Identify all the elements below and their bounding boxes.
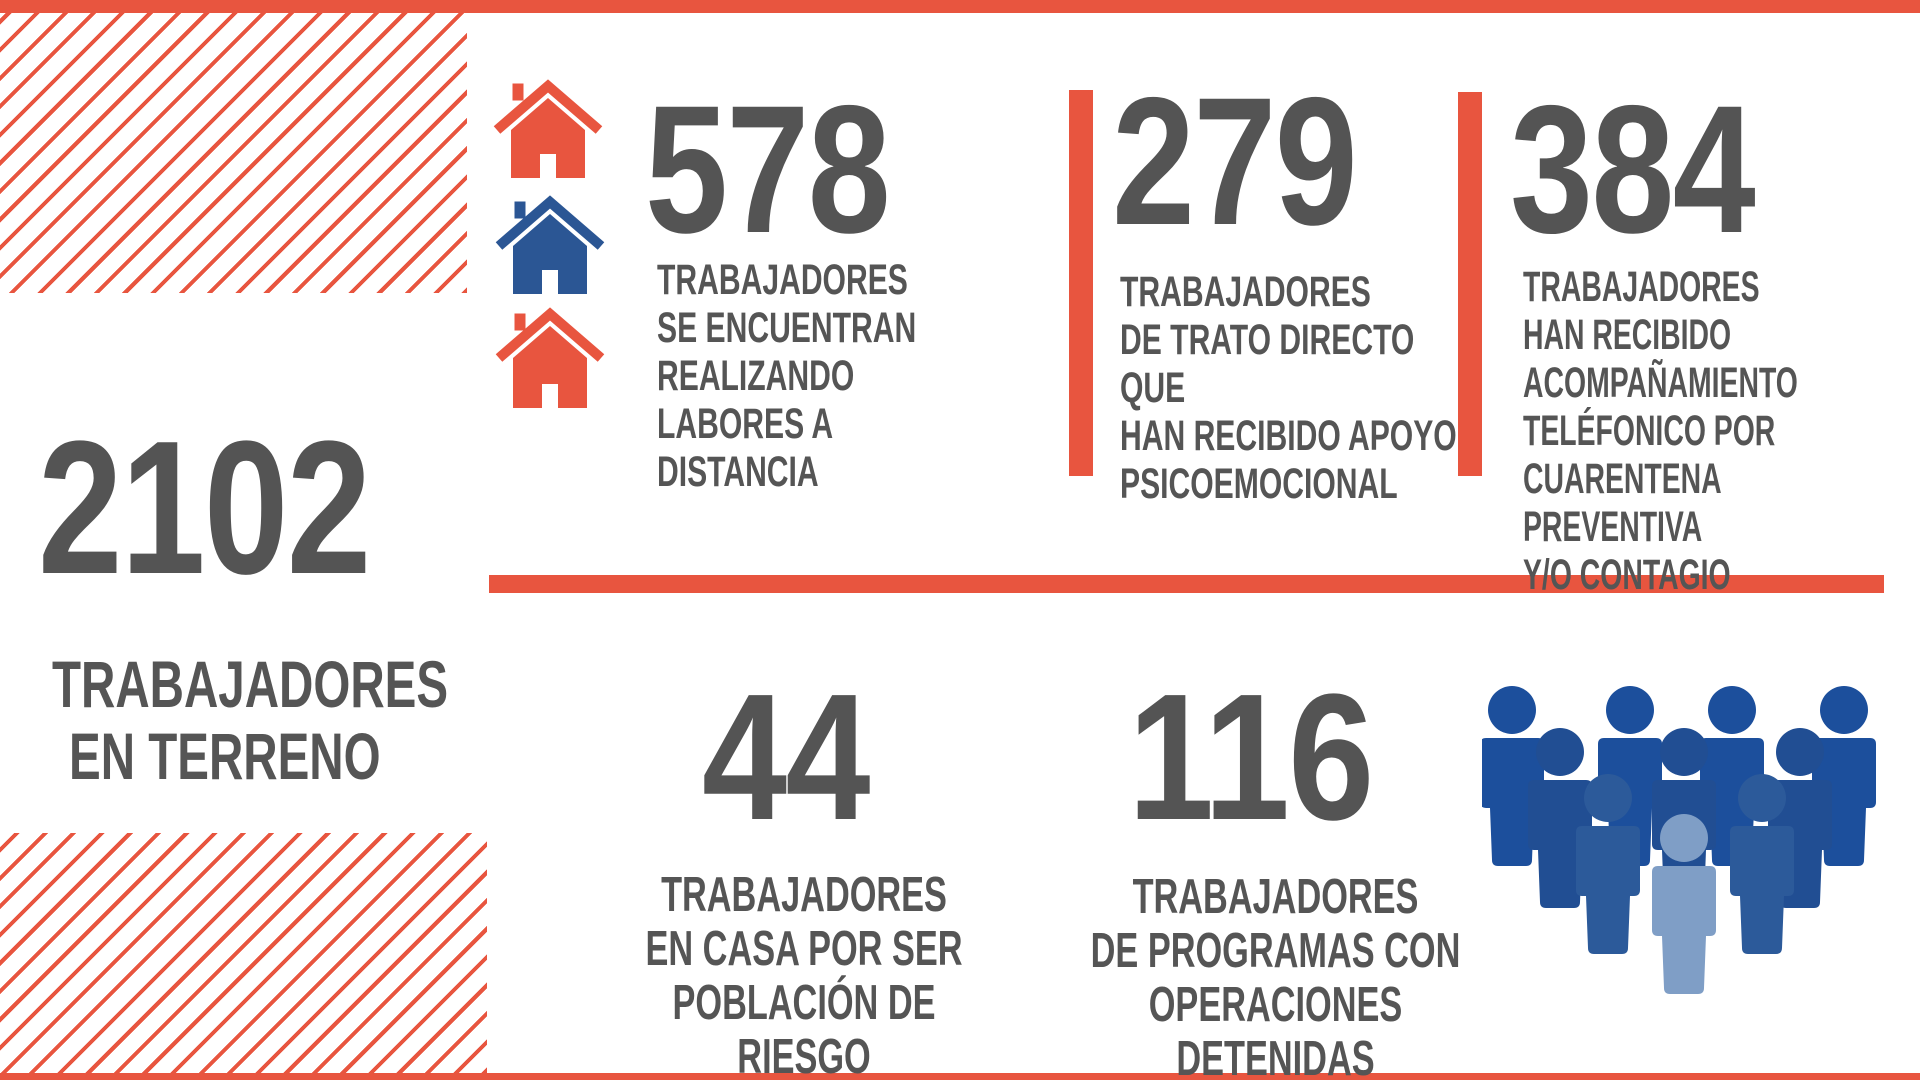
vertical-divider-2: [1458, 92, 1482, 476]
stopped-programs-label: TRABAJADORES DE PROGRAMAS CON OPERACIONE…: [1090, 870, 1461, 1086]
house-icons: [493, 78, 605, 413]
remote-value: 578: [645, 67, 891, 271]
main-stat-value: 2102: [38, 402, 371, 614]
psychological-value: 279: [1112, 59, 1358, 263]
risk-home-value: 44: [702, 657, 870, 858]
top-rule: [0, 0, 1920, 13]
house-icon: [495, 307, 605, 408]
main-stat-label: TRABAJADORES EN TERRENO: [52, 647, 449, 793]
risk-home-label: TRABAJADORES EN CASA POR SER POBLACIÓN D…: [645, 868, 963, 1084]
bottom-rule: [0, 1073, 1920, 1080]
hatch-pattern-bottom: [0, 833, 487, 1073]
phone-followup-label: TRABAJADORES HAN RECIBIDO ACOMPAÑAMIENTO…: [1523, 263, 1798, 599]
remote-label: TRABAJADORES SE ENCUENTRAN REALIZANDO LA…: [657, 256, 917, 496]
middle-divider: [489, 575, 1884, 593]
phone-followup-value: 384: [1510, 67, 1756, 271]
stopped-programs-value: 116: [1128, 657, 1374, 858]
house-icon: [495, 195, 605, 294]
vertical-divider-1: [1069, 90, 1093, 476]
psychological-label: TRABAJADORES DE TRATO DIRECTO QUE HAN RE…: [1120, 268, 1457, 508]
hatch-pattern-top: [0, 13, 467, 293]
house-icon: [493, 79, 603, 178]
people-group-icon: [1480, 680, 1880, 1040]
